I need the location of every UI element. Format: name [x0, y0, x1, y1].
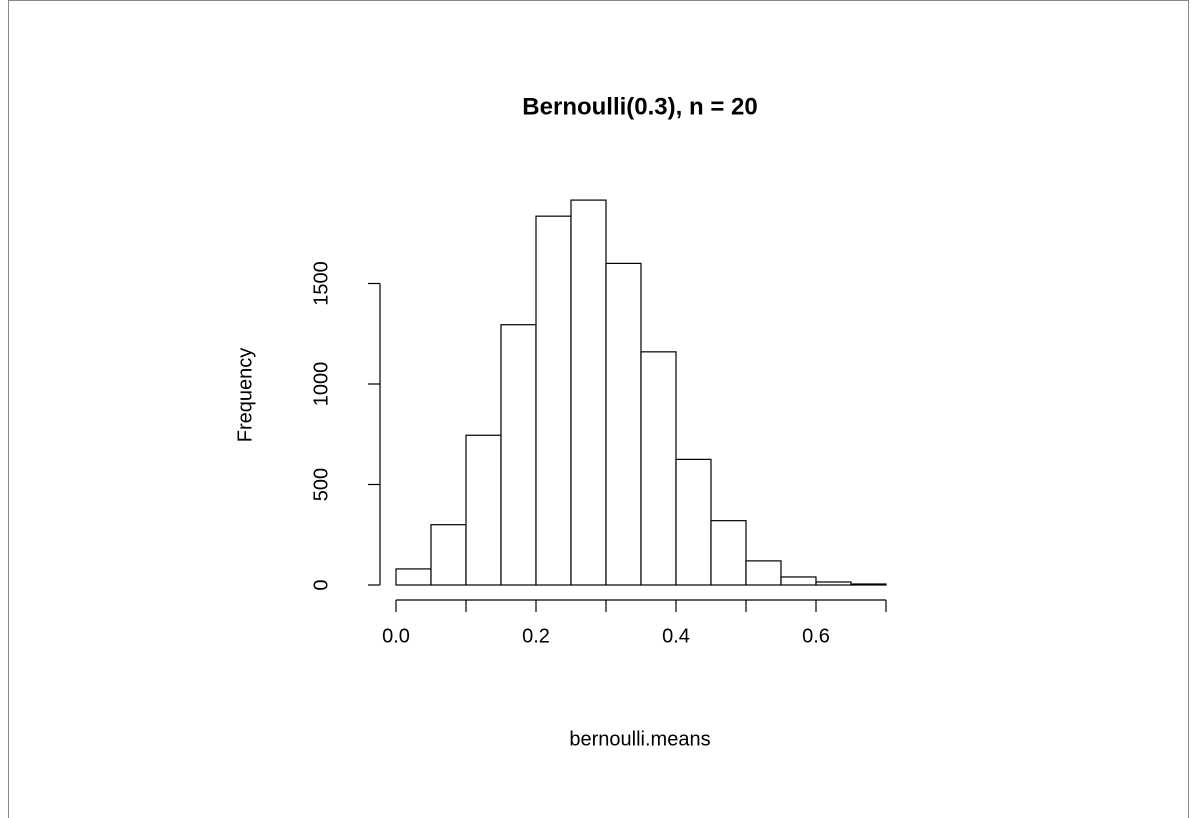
bar — [395, 568, 432, 586]
x-axis-label: bernoulli.means — [569, 728, 710, 750]
bar — [465, 434, 502, 586]
x-tick-label: 0.0 — [382, 625, 410, 647]
bar — [780, 576, 817, 586]
bar — [500, 324, 537, 586]
y-tick-label: 1500 — [310, 261, 332, 306]
bar — [535, 215, 572, 586]
x-tick-label: 0.6 — [802, 625, 830, 647]
bar — [430, 524, 467, 586]
y-tick-label: 1000 — [310, 362, 332, 407]
bar — [710, 520, 747, 586]
bar — [570, 199, 607, 586]
bar — [815, 581, 852, 586]
y-tick-label: 500 — [310, 468, 332, 501]
x-tick-label: 0.2 — [522, 625, 550, 647]
bar — [640, 351, 677, 586]
bar — [605, 262, 642, 586]
bar — [850, 583, 887, 586]
frame — [8, 0, 1189, 818]
chart-title: Bernoulli(0.3), n = 20 — [522, 93, 757, 120]
x-tick-label: 0.4 — [662, 625, 690, 647]
bar — [745, 560, 782, 586]
y-axis-label: Frequency — [234, 348, 256, 443]
bar — [675, 458, 712, 586]
y-tick-label: 0 — [310, 579, 332, 590]
